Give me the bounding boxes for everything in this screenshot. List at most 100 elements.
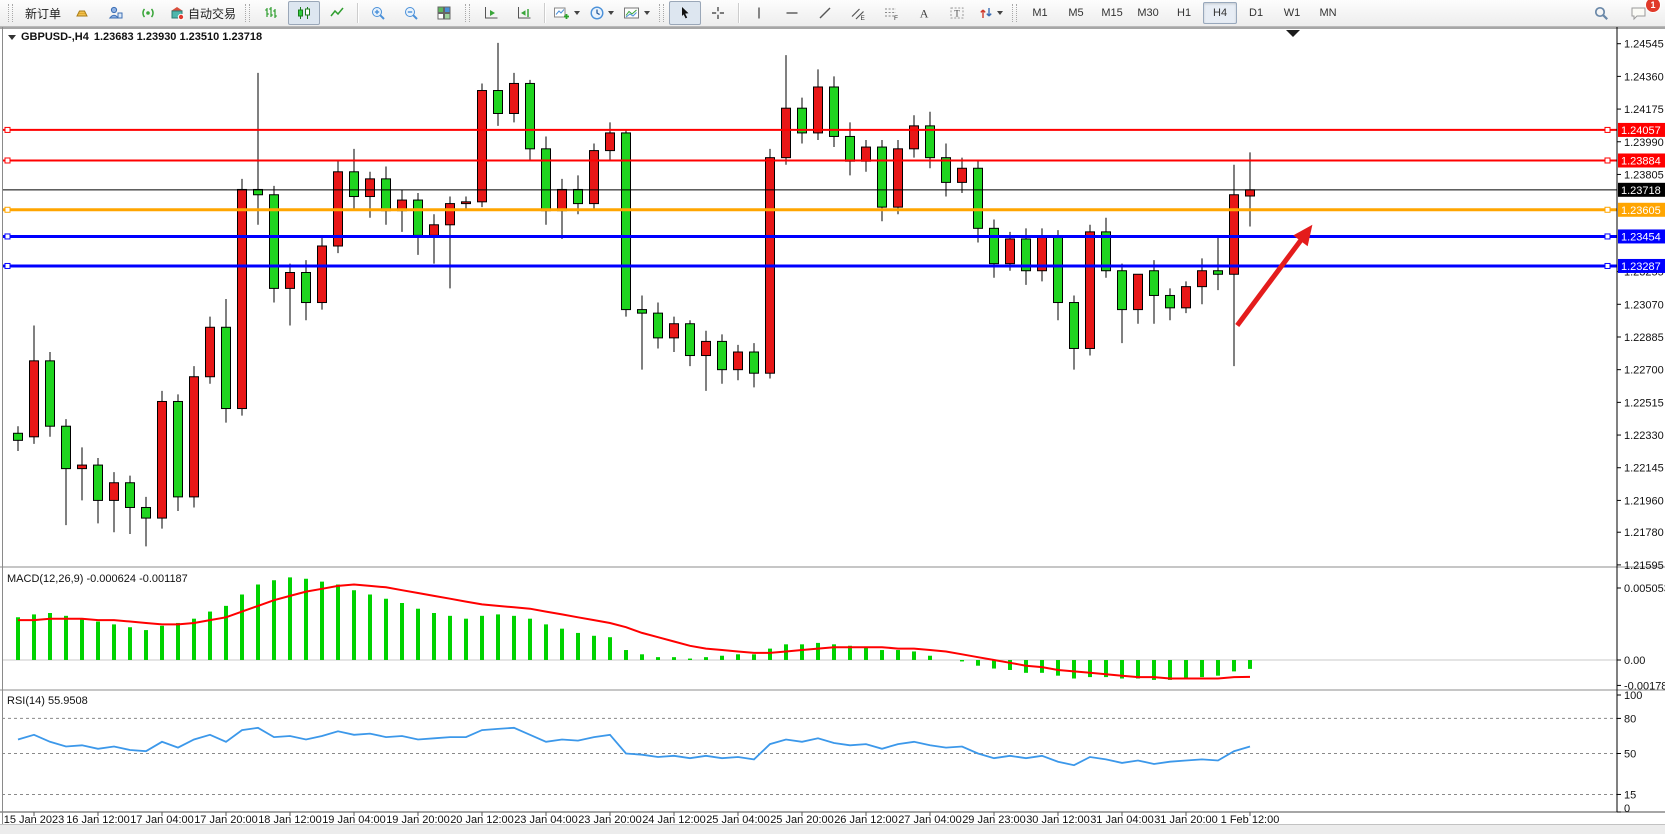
market-watch-button[interactable] bbox=[66, 1, 98, 25]
time-axis-labels: 15 Jan 2023 16 Jan 12:00 17 Jan 04:00 17 Ja… bbox=[4, 812, 1279, 824]
hline-handle bbox=[4, 233, 11, 240]
svg-text:50: 50 bbox=[1624, 749, 1636, 761]
svg-text:1.24545: 1.24545 bbox=[1624, 39, 1664, 51]
candle-up bbox=[237, 188, 247, 410]
svg-text:1.23718: 1.23718 bbox=[1621, 185, 1661, 197]
equidistant-channel-icon: E bbox=[851, 8, 866, 21]
timeframe-W1[interactable]: W1 bbox=[1283, 7, 1301, 19]
toolbar-grip[interactable] bbox=[8, 4, 13, 22]
svg-text:17 Jan 04:00: 17 Jan 04:00 bbox=[130, 814, 194, 824]
svg-text:1.23884: 1.23884 bbox=[1621, 155, 1661, 167]
toolbar: 新订单 自动交易 bbox=[0, 0, 1665, 27]
zoom-in-button[interactable] bbox=[362, 1, 394, 25]
timeframe-H1[interactable]: H1 bbox=[1177, 7, 1192, 19]
candle-down bbox=[125, 482, 135, 508]
accounts-icon bbox=[108, 6, 123, 19]
periods-icon bbox=[590, 6, 604, 20]
svg-text:19 Jan 20:00: 19 Jan 20:00 bbox=[386, 814, 450, 824]
svg-text:0.00: 0.00 bbox=[1624, 655, 1645, 667]
toolbar-grip[interactable] bbox=[465, 4, 471, 22]
candle-up bbox=[461, 201, 471, 205]
periods-button[interactable] bbox=[585, 1, 618, 25]
candle-up bbox=[781, 107, 791, 159]
chevron-down-icon bbox=[644, 11, 651, 15]
text-button[interactable]: A bbox=[908, 1, 940, 25]
candle-down bbox=[61, 425, 71, 470]
fibonacci-icon: F bbox=[885, 8, 898, 21]
price-badge bbox=[1618, 182, 1665, 197]
price-badges: 1.24057 1.23884 1.23718 1.23605 1.23454 1.232… bbox=[1618, 122, 1665, 273]
svg-text:1.22700: 1.22700 bbox=[1624, 365, 1664, 377]
signals-button[interactable] bbox=[132, 1, 164, 25]
chart-shift-marker[interactable] bbox=[1286, 30, 1300, 37]
candle-up bbox=[589, 150, 599, 205]
vertical-line-button[interactable] bbox=[743, 1, 775, 25]
template-button[interactable] bbox=[619, 1, 654, 25]
candle-down bbox=[269, 194, 279, 289]
candle-down bbox=[541, 148, 551, 212]
svg-text:1.21960: 1.21960 bbox=[1624, 495, 1664, 507]
bar-chart-button[interactable] bbox=[255, 1, 287, 25]
svg-text:23 Jan 20:00: 23 Jan 20:00 bbox=[578, 814, 642, 824]
gold-icon bbox=[76, 10, 88, 17]
horizontal-line-button[interactable] bbox=[776, 1, 808, 25]
accounts-button[interactable] bbox=[99, 1, 131, 25]
candle-down bbox=[493, 90, 503, 114]
tile-windows-button[interactable] bbox=[428, 1, 460, 25]
hline-objects[interactable] bbox=[2, 126, 1617, 269]
svg-text:20 Jan 12:00: 20 Jan 12:00 bbox=[450, 814, 514, 824]
timeframe-H4[interactable]: H4 bbox=[1203, 2, 1238, 24]
candle-down bbox=[1101, 231, 1111, 272]
toolbar-grip[interactable] bbox=[245, 4, 251, 22]
fibonacci-button[interactable]: F bbox=[875, 1, 907, 25]
trendline-button[interactable] bbox=[809, 1, 841, 25]
equidistant-channel-button[interactable]: E bbox=[842, 1, 874, 25]
cursor-icon bbox=[682, 7, 689, 19]
timeframe-MN[interactable]: MN bbox=[1319, 7, 1337, 19]
cursor-button[interactable] bbox=[669, 1, 702, 25]
svg-text:F: F bbox=[894, 15, 898, 21]
text-label-button[interactable]: T bbox=[941, 1, 973, 25]
chevron-down-icon bbox=[997, 11, 1004, 15]
svg-text:1.24057: 1.24057 bbox=[1621, 125, 1661, 137]
line-chart-button[interactable] bbox=[321, 1, 353, 25]
auto-scroll-button[interactable] bbox=[475, 1, 507, 25]
candle-down bbox=[45, 360, 55, 427]
toolbar-grip[interactable] bbox=[1012, 4, 1018, 22]
zoom-out-button[interactable] bbox=[395, 1, 427, 25]
hline-handle bbox=[1604, 157, 1611, 164]
candle-down bbox=[525, 82, 535, 150]
price-badge bbox=[1618, 122, 1665, 137]
svg-text:24 Jan 12:00: 24 Jan 12:00 bbox=[642, 814, 706, 824]
candlestick-chart-button[interactable] bbox=[288, 1, 321, 25]
chart-shift-button[interactable] bbox=[508, 1, 540, 25]
vertical-line-icon bbox=[758, 7, 760, 19]
candle-down bbox=[941, 157, 951, 183]
search-button[interactable] bbox=[1585, 1, 1617, 25]
chart-window[interactable]: 1.24545 1.24360 1.24175 1.23990 1.23805 1.232… bbox=[0, 27, 1665, 824]
notifications-button[interactable]: 1 bbox=[1623, 0, 1661, 25]
timeframe-D1[interactable]: D1 bbox=[1249, 7, 1264, 19]
candle-down bbox=[1021, 238, 1031, 272]
timeframe-M1[interactable]: M1 bbox=[1032, 7, 1048, 19]
timeframe-M30[interactable]: M30 bbox=[1137, 7, 1159, 19]
crosshair-button[interactable] bbox=[702, 1, 734, 25]
new-order-button[interactable]: 新订单 bbox=[18, 1, 65, 25]
arrows-button[interactable] bbox=[974, 1, 1007, 25]
timeframe-toolbar: M1 M5 M15 M30 H1 H4 D1 W1 MN bbox=[1022, 2, 1346, 24]
timeframe-M5[interactable]: M5 bbox=[1068, 7, 1084, 19]
candle-down bbox=[717, 340, 727, 371]
price-badge bbox=[1618, 202, 1665, 217]
timeframe-M15[interactable]: M15 bbox=[1101, 7, 1123, 19]
trend-arrow[interactable] bbox=[1235, 224, 1313, 327]
svg-text:-0.001784: -0.001784 bbox=[1624, 680, 1665, 692]
add-indicator-button[interactable] bbox=[549, 1, 584, 25]
svg-text:1.21780: 1.21780 bbox=[1624, 527, 1664, 539]
auto-trading-button[interactable]: 自动交易 bbox=[165, 1, 240, 25]
toolbar-grip[interactable] bbox=[659, 4, 665, 22]
price-chart-svg[interactable]: 1.24545 1.24360 1.24175 1.23990 1.23805 1.232… bbox=[0, 27, 1665, 824]
candle-up bbox=[205, 326, 215, 378]
candle-down bbox=[749, 351, 759, 374]
candle-down bbox=[845, 135, 855, 162]
tile-windows-icon bbox=[437, 6, 451, 20]
